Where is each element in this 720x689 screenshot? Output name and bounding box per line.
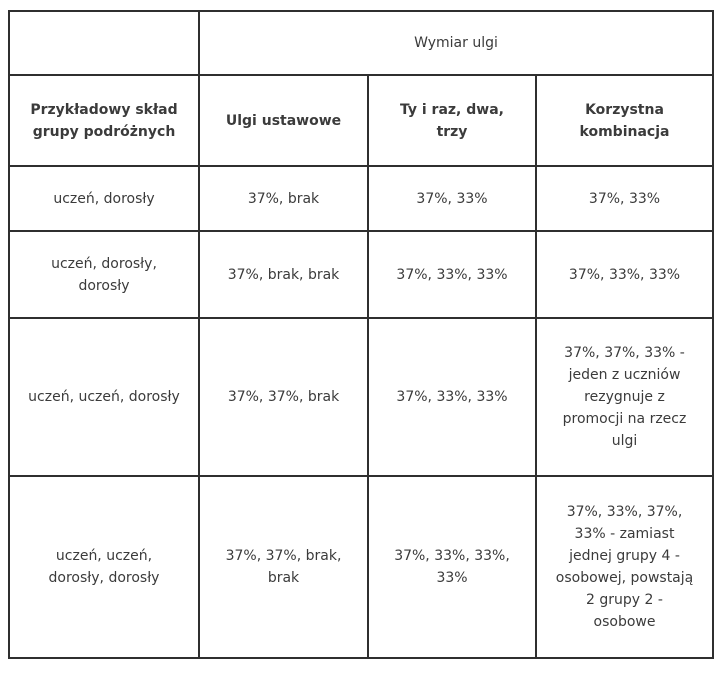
cell-row1-ulgi-ustawowe: 37%, brak <box>198 165 369 232</box>
cell-row4-ty-i-raz: 37%, 33%, 33%, 33% <box>367 475 537 659</box>
column-header-ulgi-ustawowe: Ulgi ustawowe <box>198 74 369 167</box>
cell-row3-korzystna: 37%, 37%, 33% - jeden z uczniów rezygnuj… <box>535 317 714 477</box>
cell-row2-group: uczeń, dorosły, dorosły <box>8 230 200 319</box>
corner-empty-cell <box>8 10 200 76</box>
table-row: uczeń, uczeń, dorosły, dorosły 37%, 37%,… <box>8 475 714 659</box>
merged-header-wymiar-ulgi: Wymiar ulgi <box>198 10 714 76</box>
column-header-group-composition: Przykładowy skład grupy podróżnych <box>8 74 200 167</box>
table-row: uczeń, dorosły, dorosły 37%, brak, brak … <box>8 230 714 319</box>
cell-row4-group: uczeń, uczeń, dorosły, dorosły <box>8 475 200 659</box>
cell-row1-group: uczeń, dorosły <box>8 165 200 232</box>
discount-comparison-table: Wymiar ulgi Przykładowy skład grupy podr… <box>8 10 714 659</box>
cell-row4-korzystna: 37%, 33%, 37%, 33% - zamiast jednej grup… <box>535 475 714 659</box>
table-row-top-header: Wymiar ulgi <box>8 10 714 76</box>
cell-row2-korzystna: 37%, 33%, 33% <box>535 230 714 319</box>
column-header-korzystna-kombinacja: Korzystna kombinacja <box>535 74 714 167</box>
cell-row3-ulgi-ustawowe: 37%, 37%, brak <box>198 317 369 477</box>
table-row: uczeń, uczeń, dorosły 37%, 37%, brak 37%… <box>8 317 714 477</box>
table-row: uczeń, dorosły 37%, brak 37%, 33% 37%, 3… <box>8 165 714 232</box>
cell-row3-group: uczeń, uczeń, dorosły <box>8 317 200 477</box>
cell-row1-ty-i-raz: 37%, 33% <box>367 165 537 232</box>
cell-row2-ulgi-ustawowe: 37%, brak, brak <box>198 230 369 319</box>
cell-row2-ty-i-raz: 37%, 33%, 33% <box>367 230 537 319</box>
cell-row3-ty-i-raz: 37%, 33%, 33% <box>367 317 537 477</box>
cell-row4-ulgi-ustawowe: 37%, 37%, brak, brak <box>198 475 369 659</box>
table-row-column-headers: Przykładowy skład grupy podróżnych Ulgi … <box>8 74 714 167</box>
column-header-ty-i-raz-dwa-trzy: Ty i raz, dwa, trzy <box>367 74 537 167</box>
cell-row1-korzystna: 37%, 33% <box>535 165 714 232</box>
